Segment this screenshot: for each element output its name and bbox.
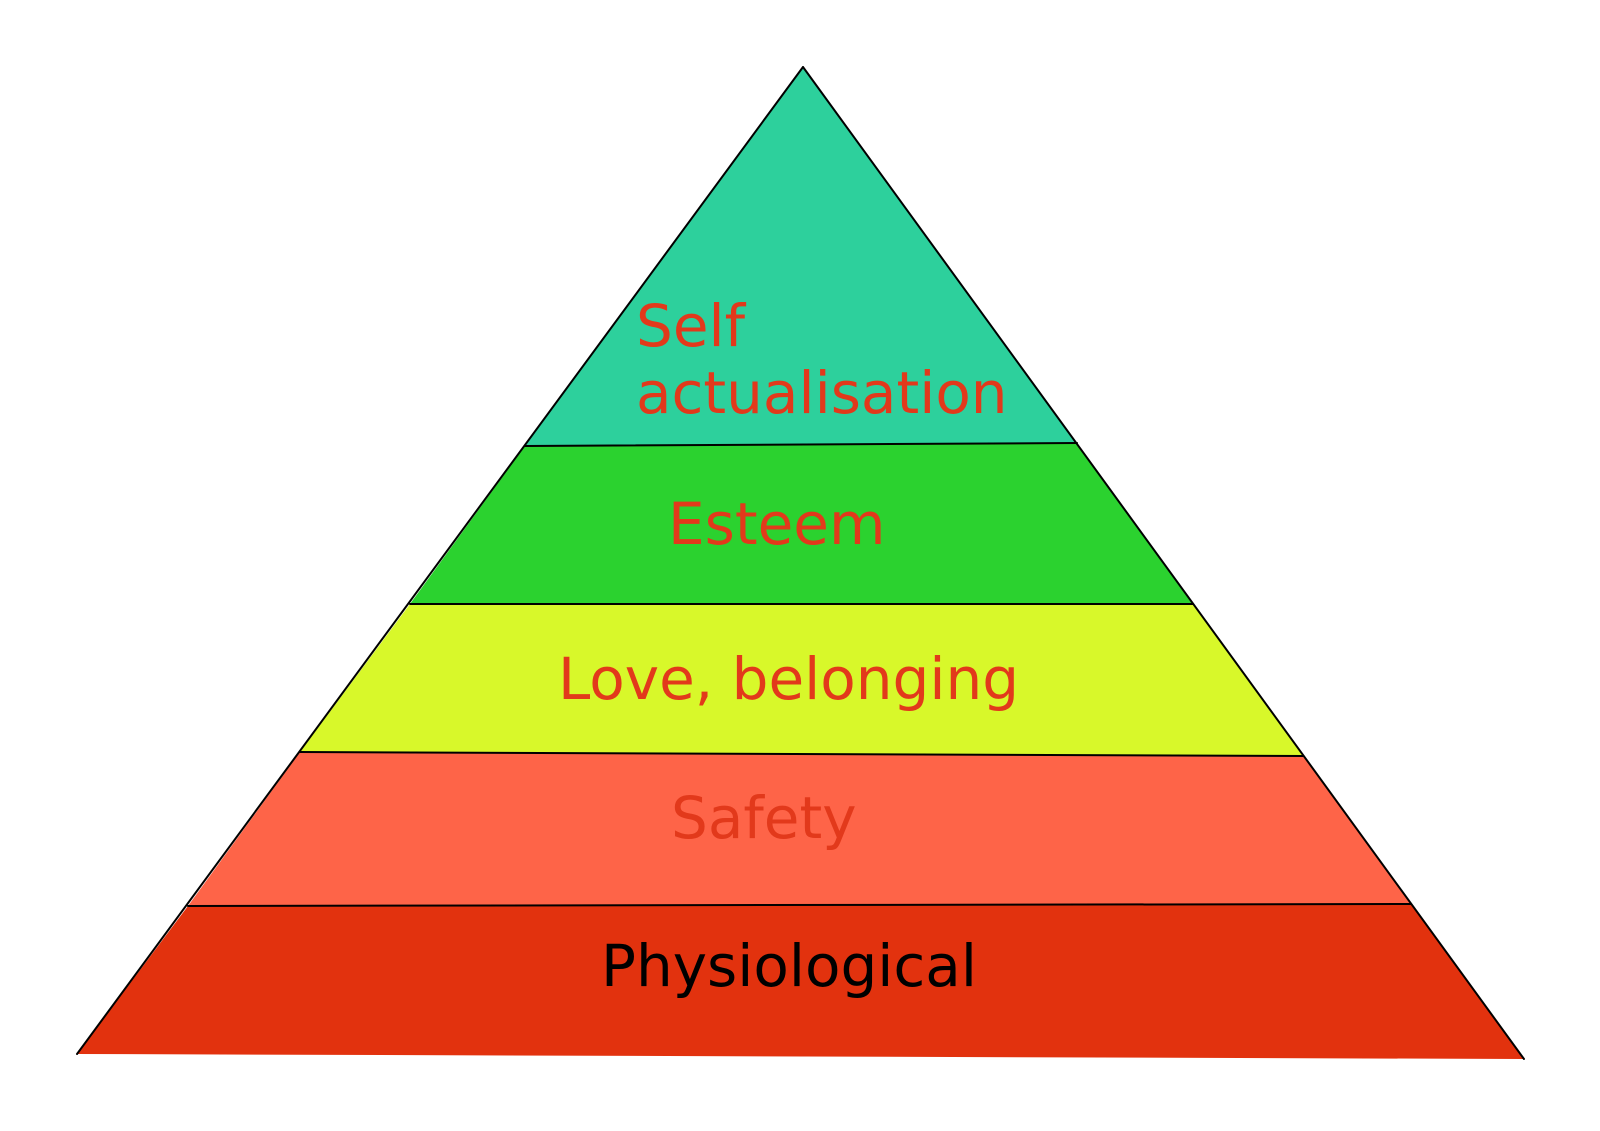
- tier-love-belonging-label: Love, belonging: [558, 645, 1019, 713]
- tier-self-actualisation-line-1: Self: [636, 292, 747, 360]
- tier-physiological-label: Physiological: [601, 932, 977, 1000]
- pyramid-outline: [76, 66, 1525, 1060]
- tier-love-belonging-shape: [300, 604, 1303, 756]
- tier-labels: Self actualisation Esteem Love, belongin…: [558, 292, 1019, 1000]
- tier-safety-label: Safety: [671, 784, 857, 852]
- tier-physiological-shape: [77, 904, 1524, 1059]
- tier-self-actualisation-label: Self actualisation: [636, 292, 1008, 427]
- right-edge-line: [802, 66, 1525, 1060]
- tier-self-actualisation-shape: [525, 67, 1077, 446]
- tier-safety-shape: [188, 752, 1411, 906]
- tier-esteem-shape: [410, 443, 1193, 604]
- left-edge-line: [76, 66, 804, 1055]
- tier-self-actualisation-line-2: actualisation: [636, 359, 1008, 427]
- tier-esteem-label: Esteem: [668, 490, 885, 558]
- divider-self-esteem: [524, 442, 1078, 447]
- divider-love-safety: [299, 751, 1304, 757]
- tier-shapes: [77, 67, 1524, 1059]
- divider-safety-physiological: [187, 903, 1412, 907]
